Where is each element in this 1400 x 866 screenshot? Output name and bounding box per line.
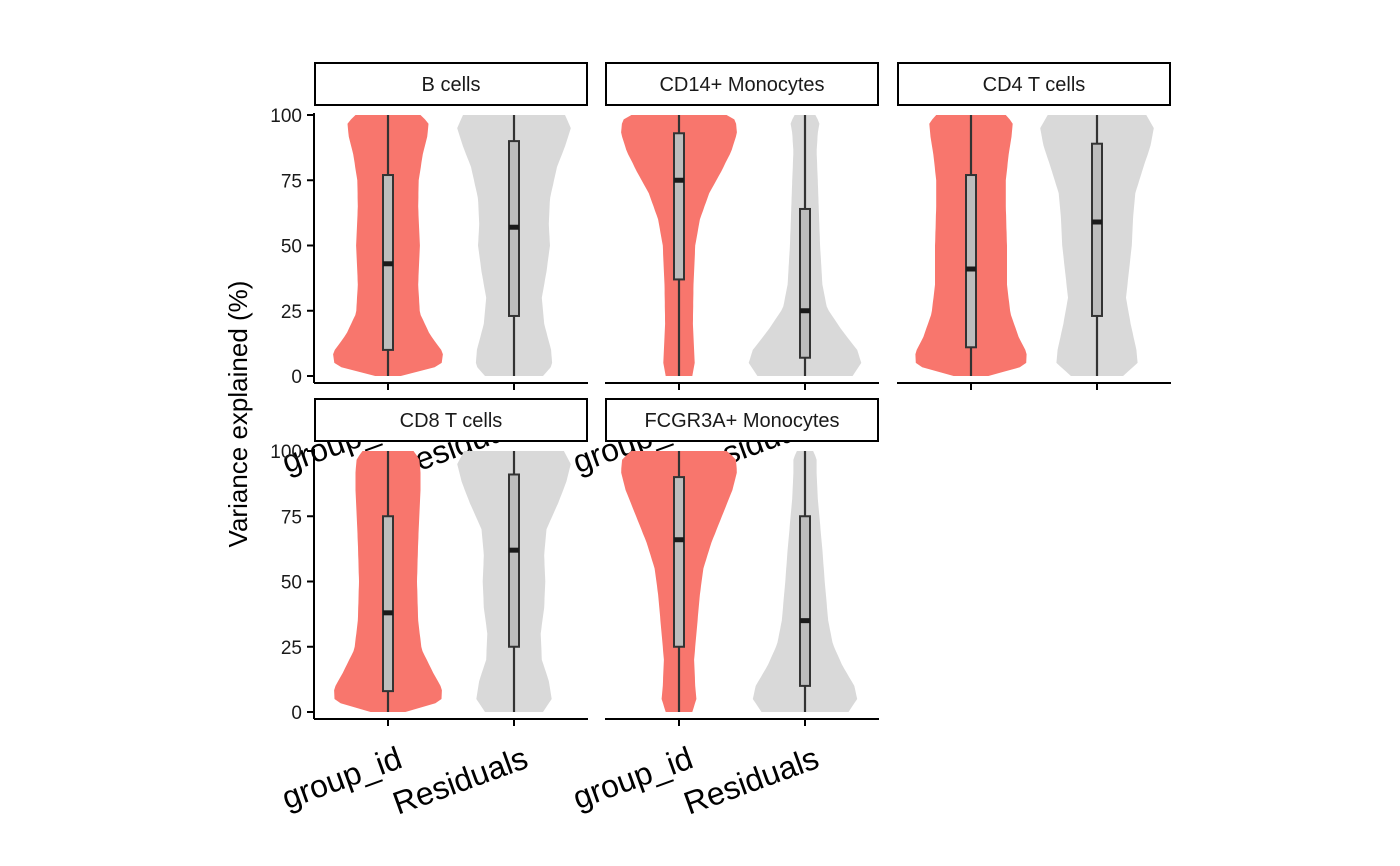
facet-strip: [605, 398, 879, 442]
facet-title: B cells: [422, 74, 481, 96]
facet-title: CD8 T cells: [400, 410, 503, 432]
x-tick-label: group_id: [568, 740, 697, 816]
y-tick-label: 25: [281, 638, 302, 659]
facet-title: CD4 T cells: [983, 74, 1086, 96]
y-tick-label: 100: [270, 106, 302, 127]
y-tick-label: 0: [291, 367, 302, 388]
x-tick-label: Residuals: [388, 740, 532, 822]
box-iqr: [1091, 142, 1103, 317]
y-tick-label: 50: [281, 237, 302, 258]
facet-title: FCGR3A+ Monocytes: [644, 410, 839, 432]
box-iqr: [673, 476, 685, 648]
facet-strip: [897, 62, 1171, 106]
y-tick-label: 75: [281, 507, 302, 528]
facet-strip: [605, 62, 879, 106]
x-tick-label: Residuals: [679, 740, 823, 822]
facet-strip: [314, 398, 588, 442]
y-tick-label: 75: [281, 171, 302, 192]
facet-strip: [314, 62, 588, 106]
x-tick-label: group_id: [277, 740, 406, 816]
y-tick-label: 50: [281, 573, 302, 594]
facet-title: CD14+ Monocytes: [659, 74, 824, 96]
facet-panel: CD4 T cells: [897, 62, 1171, 390]
box-iqr: [673, 132, 685, 281]
box-iqr: [799, 207, 811, 359]
y-tick-label: 100: [270, 442, 302, 463]
box-iqr: [382, 515, 394, 693]
y-tick-label: 0: [291, 703, 302, 724]
box-iqr: [508, 473, 520, 648]
box-iqr: [965, 174, 977, 349]
y-tick-label: 25: [281, 302, 302, 323]
y-axis-title: Variance explained (%): [223, 281, 253, 548]
box-iqr: [799, 515, 811, 687]
